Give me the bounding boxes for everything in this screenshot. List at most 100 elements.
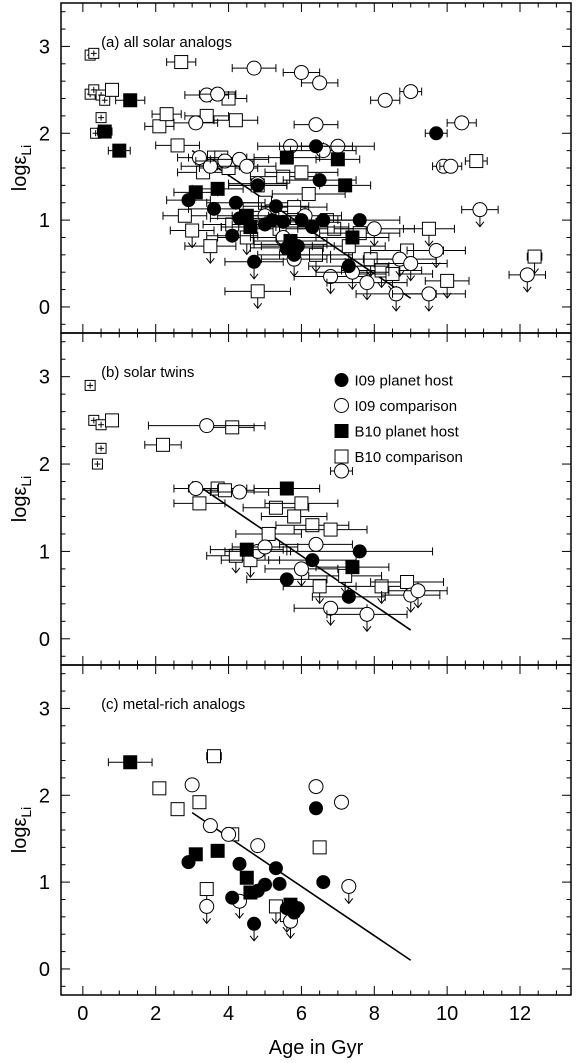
legend-marker — [334, 398, 349, 413]
data-marker — [527, 249, 542, 264]
data-point — [184, 777, 200, 793]
x-tick-label: 2 — [150, 1003, 161, 1025]
data-point — [315, 560, 390, 575]
data-marker — [210, 181, 225, 196]
y-tick-label: 3 — [39, 698, 50, 720]
data-marker — [308, 117, 324, 133]
data-point — [424, 273, 470, 299]
data-marker — [156, 437, 170, 452]
upper-limit-arrowhead — [246, 571, 255, 578]
data-point — [246, 572, 328, 587]
data-marker — [228, 195, 243, 210]
data-point — [333, 221, 415, 247]
data-marker — [188, 481, 204, 497]
data-marker — [188, 115, 204, 131]
panel-frame — [60, 664, 572, 996]
data-point — [446, 115, 477, 131]
data-point — [279, 536, 353, 552]
upper-limit-arrowhead — [424, 305, 434, 312]
upper-limit-arrowhead — [348, 283, 357, 291]
data-marker — [207, 749, 221, 764]
data-marker — [294, 165, 309, 180]
data-point — [228, 178, 288, 193]
data-marker — [257, 539, 273, 555]
y-tick-label: 0 — [39, 959, 50, 981]
upper-limit-arrowhead — [315, 598, 325, 605]
data-point — [239, 870, 254, 885]
data-point — [315, 152, 361, 167]
data-marker — [359, 606, 375, 622]
upper-limit-arrowhead — [282, 926, 292, 933]
data-marker — [239, 158, 255, 174]
data-marker — [385, 266, 400, 281]
data-marker — [181, 193, 196, 208]
data-marker — [308, 779, 324, 795]
upper-limit-arrowhead — [424, 240, 434, 247]
data-marker — [184, 777, 200, 793]
data-point — [268, 553, 357, 568]
data-marker — [225, 228, 240, 243]
data-marker — [112, 143, 127, 158]
data-marker — [341, 878, 357, 894]
data-point — [155, 138, 200, 153]
data-marker — [312, 579, 327, 594]
data-marker — [293, 561, 309, 577]
data-point — [260, 239, 335, 254]
data-marker — [192, 795, 207, 810]
data-marker — [338, 178, 353, 193]
upper-limit-arrowhead — [369, 240, 379, 247]
data-marker — [192, 496, 207, 511]
upper-limit-arrowhead — [406, 275, 416, 282]
data-point — [206, 749, 222, 764]
upper-limit-arrowhead — [413, 602, 423, 609]
x-tick-label: 0 — [77, 1003, 88, 1025]
data-point — [202, 818, 218, 834]
data-marker — [279, 572, 294, 587]
data-marker — [301, 187, 316, 202]
data-point — [210, 843, 225, 858]
y-tick-label: 1 — [39, 872, 50, 894]
data-marker — [377, 92, 393, 108]
upper-limit-arrowhead — [187, 242, 197, 249]
data-point — [309, 801, 323, 816]
data-point — [91, 458, 103, 470]
data-marker — [359, 275, 375, 291]
data-point — [191, 181, 244, 196]
data-point — [319, 178, 372, 193]
legend-label: B10 comparison — [355, 449, 463, 466]
data-marker — [105, 82, 119, 97]
data-marker — [366, 221, 382, 237]
data-marker — [268, 500, 283, 515]
upper-limit-arrowhead — [326, 288, 335, 295]
data-marker — [199, 898, 215, 914]
data-point — [169, 223, 215, 249]
data-marker — [261, 526, 276, 541]
upper-limit-arrowhead — [362, 294, 372, 301]
data-marker — [185, 223, 200, 238]
data-point — [184, 239, 237, 264]
y-tick-label: 0 — [39, 629, 50, 651]
data-marker — [232, 856, 247, 871]
data-marker — [334, 794, 349, 810]
upper-limit-arrowhead — [326, 619, 335, 627]
data-marker — [177, 208, 192, 223]
data-marker — [279, 150, 294, 165]
data-marker — [152, 781, 167, 796]
series-open-circle — [184, 777, 357, 939]
data-marker — [403, 256, 419, 272]
data-point — [326, 606, 408, 633]
upper-limit-arrowhead — [362, 626, 372, 633]
data-marker — [217, 153, 233, 169]
fit-line — [191, 480, 412, 631]
data-point — [424, 126, 448, 141]
data-point — [84, 379, 96, 391]
data-point — [268, 899, 283, 925]
data-point — [181, 855, 196, 870]
upper-limit-arrowhead — [406, 606, 416, 613]
data-point — [107, 755, 153, 770]
x-tick-label: 4 — [223, 1003, 234, 1025]
panel-label: (b) solar twins — [101, 364, 194, 381]
data-point — [151, 107, 182, 122]
series-open-square — [84, 379, 444, 605]
